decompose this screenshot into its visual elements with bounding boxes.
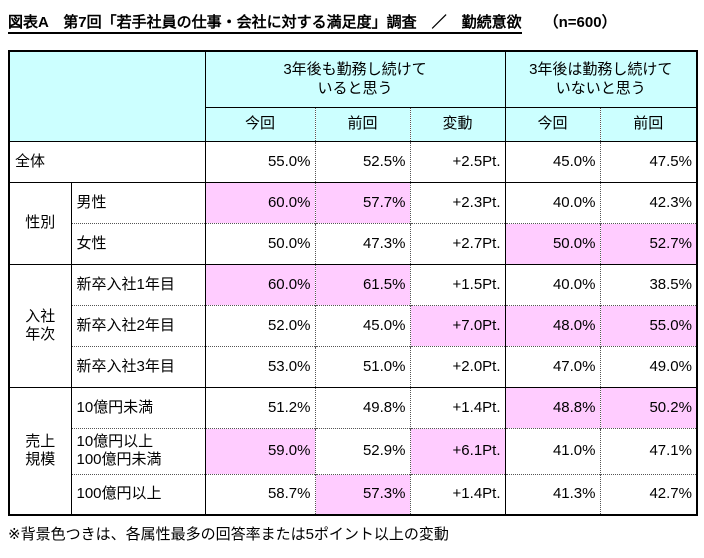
value-cell: 41.3% — [504, 473, 600, 515]
subheader-current: 今回 — [204, 106, 315, 141]
value-cell: 48.8% — [504, 386, 600, 428]
value-cell: 50.2% — [599, 386, 697, 428]
value-cell: 55.0% — [204, 140, 315, 182]
table-row-sales-large: 100億円以上 58.7% 57.3% +1.4Pt. 41.3% 42.7% — [9, 473, 697, 515]
value-cell: 41.0% — [504, 427, 600, 474]
value-cell: 40.0% — [504, 181, 600, 223]
row-label: 全体 — [9, 140, 205, 182]
corner-cell — [9, 51, 205, 141]
value-cell: 52.9% — [314, 427, 410, 474]
value-cell: 42.3% — [599, 181, 697, 223]
value-cell: +2.3Pt. — [409, 181, 505, 223]
value-cell: 58.7% — [204, 473, 315, 515]
row-label: 新卒入社1年目 — [70, 263, 205, 305]
table-row-sales-small: 売上 規模 10億円未満 51.2% 49.8% +1.4Pt. 48.8% 5… — [9, 386, 697, 515]
row-label: 10億円以上 100億円未満 — [70, 427, 205, 474]
value-cell: 49.8% — [314, 386, 410, 428]
header-continue: 3年後も勤務し続けて いると思う — [204, 51, 505, 107]
survey-table: 3年後も勤務し続けて いると思う 3年後は勤務し続けて いないと思う 今回 前回… — [8, 50, 698, 516]
value-cell: 52.7% — [599, 222, 697, 264]
value-cell: 42.7% — [599, 473, 697, 515]
value-cell: 50.0% — [504, 222, 600, 264]
value-cell: 50.0% — [204, 222, 315, 264]
table-row-female: 女性 50.0% 47.3% +2.7Pt. 50.0% 52.7% — [9, 222, 697, 264]
table-row-year1: 入社 年次 新卒入社1年目 60.0% 61.5% +1.5Pt. 40.0% … — [9, 263, 697, 387]
page: 図表A 第7回「若手社員の仕事・会社に対する満足度」調査 ／ 勤続意欲 （n=60… — [0, 11, 704, 558]
subheader-previous: 前回 — [599, 106, 697, 141]
value-cell: 52.5% — [314, 140, 410, 182]
table-row-total: 全体 55.0% 52.5% +2.5Pt. 45.0% 47.5% — [9, 140, 697, 182]
table-row-year2: 新卒入社2年目 52.0% 45.0% +7.0Pt. 48.0% 55.0% — [9, 304, 697, 346]
table-row-year3: 新卒入社3年目 53.0% 51.0% +2.0Pt. 47.0% 49.0% — [9, 345, 697, 387]
value-cell: +6.1Pt. — [409, 427, 505, 474]
value-cell: 45.0% — [314, 304, 410, 346]
header-not-continue-line2: いないと思う — [555, 80, 646, 98]
header-group-row: 3年後も勤務し続けて いると思う 3年後は勤務し続けて いないと思う — [9, 51, 697, 141]
sample-size: （n=600） — [543, 14, 617, 31]
subheader-current: 今回 — [504, 106, 600, 141]
value-cell: 47.1% — [599, 427, 697, 474]
value-cell: 49.0% — [599, 345, 697, 387]
row-label: 新卒入社2年目 — [70, 304, 205, 346]
value-cell: 51.0% — [314, 345, 410, 387]
value-cell: +2.7Pt. — [409, 222, 505, 264]
row-label: 新卒入社3年目 — [70, 345, 205, 387]
subheader-change: 変動 — [409, 106, 505, 141]
value-cell: 38.5% — [599, 263, 697, 305]
subheader-previous: 前回 — [314, 106, 410, 141]
value-cell: 55.0% — [599, 304, 697, 346]
header-not-continue-line1: 3年後は勤務し続けて — [529, 61, 673, 79]
group-label-tenure: 入社 年次 — [9, 263, 71, 387]
value-cell: 53.0% — [204, 345, 315, 387]
value-cell: 47.3% — [314, 222, 410, 264]
value-cell: 60.0% — [204, 181, 315, 223]
table-row-sales-mid: 10億円以上 100億円未満 59.0% 52.9% +6.1Pt. 41.0%… — [9, 427, 697, 474]
value-cell: +2.5Pt. — [409, 140, 505, 182]
value-cell: 59.0% — [204, 427, 315, 474]
value-cell: 48.0% — [504, 304, 600, 346]
header-not-continue: 3年後は勤務し続けて いないと思う — [504, 51, 697, 107]
value-cell: 57.7% — [314, 181, 410, 223]
value-cell: +7.0Pt. — [409, 304, 505, 346]
row-label: 女性 — [70, 222, 205, 264]
footnote: ※背景色つきは、各属性最多の回答率または5ポイント以上の変動 — [8, 526, 449, 543]
table-row-male: 性別 男性 60.0% 57.7% +2.3Pt. 40.0% 42.3% — [9, 181, 697, 264]
group-label-gender: 性別 — [9, 181, 71, 264]
value-cell: 47.5% — [599, 140, 697, 182]
group-label-sales: 売上 規模 — [9, 386, 71, 515]
page-title: 図表A 第7回「若手社員の仕事・会社に対する満足度」調査 ／ 勤続意欲 （n=60… — [8, 11, 704, 34]
value-cell: 40.0% — [504, 263, 600, 305]
row-label: 男性 — [70, 181, 205, 223]
value-cell: 52.0% — [204, 304, 315, 346]
row-label: 10億円未満 — [70, 386, 205, 428]
header-continue-line2: いると思う — [317, 80, 393, 98]
header-continue-line1: 3年後も勤務し続けて — [283, 61, 427, 79]
title-text: 図表A 第7回「若手社員の仕事・会社に対する満足度」調査 ／ 勤続意欲 — [8, 14, 522, 34]
row-label: 100億円以上 — [70, 473, 205, 515]
value-cell: 60.0% — [204, 263, 315, 305]
value-cell: 47.0% — [504, 345, 600, 387]
header-sub-row: 今回 前回 変動 今回 前回 — [9, 106, 697, 141]
value-cell: +1.4Pt. — [409, 386, 505, 428]
value-cell: 51.2% — [204, 386, 315, 428]
value-cell: +1.4Pt. — [409, 473, 505, 515]
value-cell: 45.0% — [504, 140, 600, 182]
value-cell: +1.5Pt. — [409, 263, 505, 305]
value-cell: 61.5% — [314, 263, 410, 305]
value-cell: 57.3% — [314, 473, 410, 515]
value-cell: +2.0Pt. — [409, 345, 505, 387]
